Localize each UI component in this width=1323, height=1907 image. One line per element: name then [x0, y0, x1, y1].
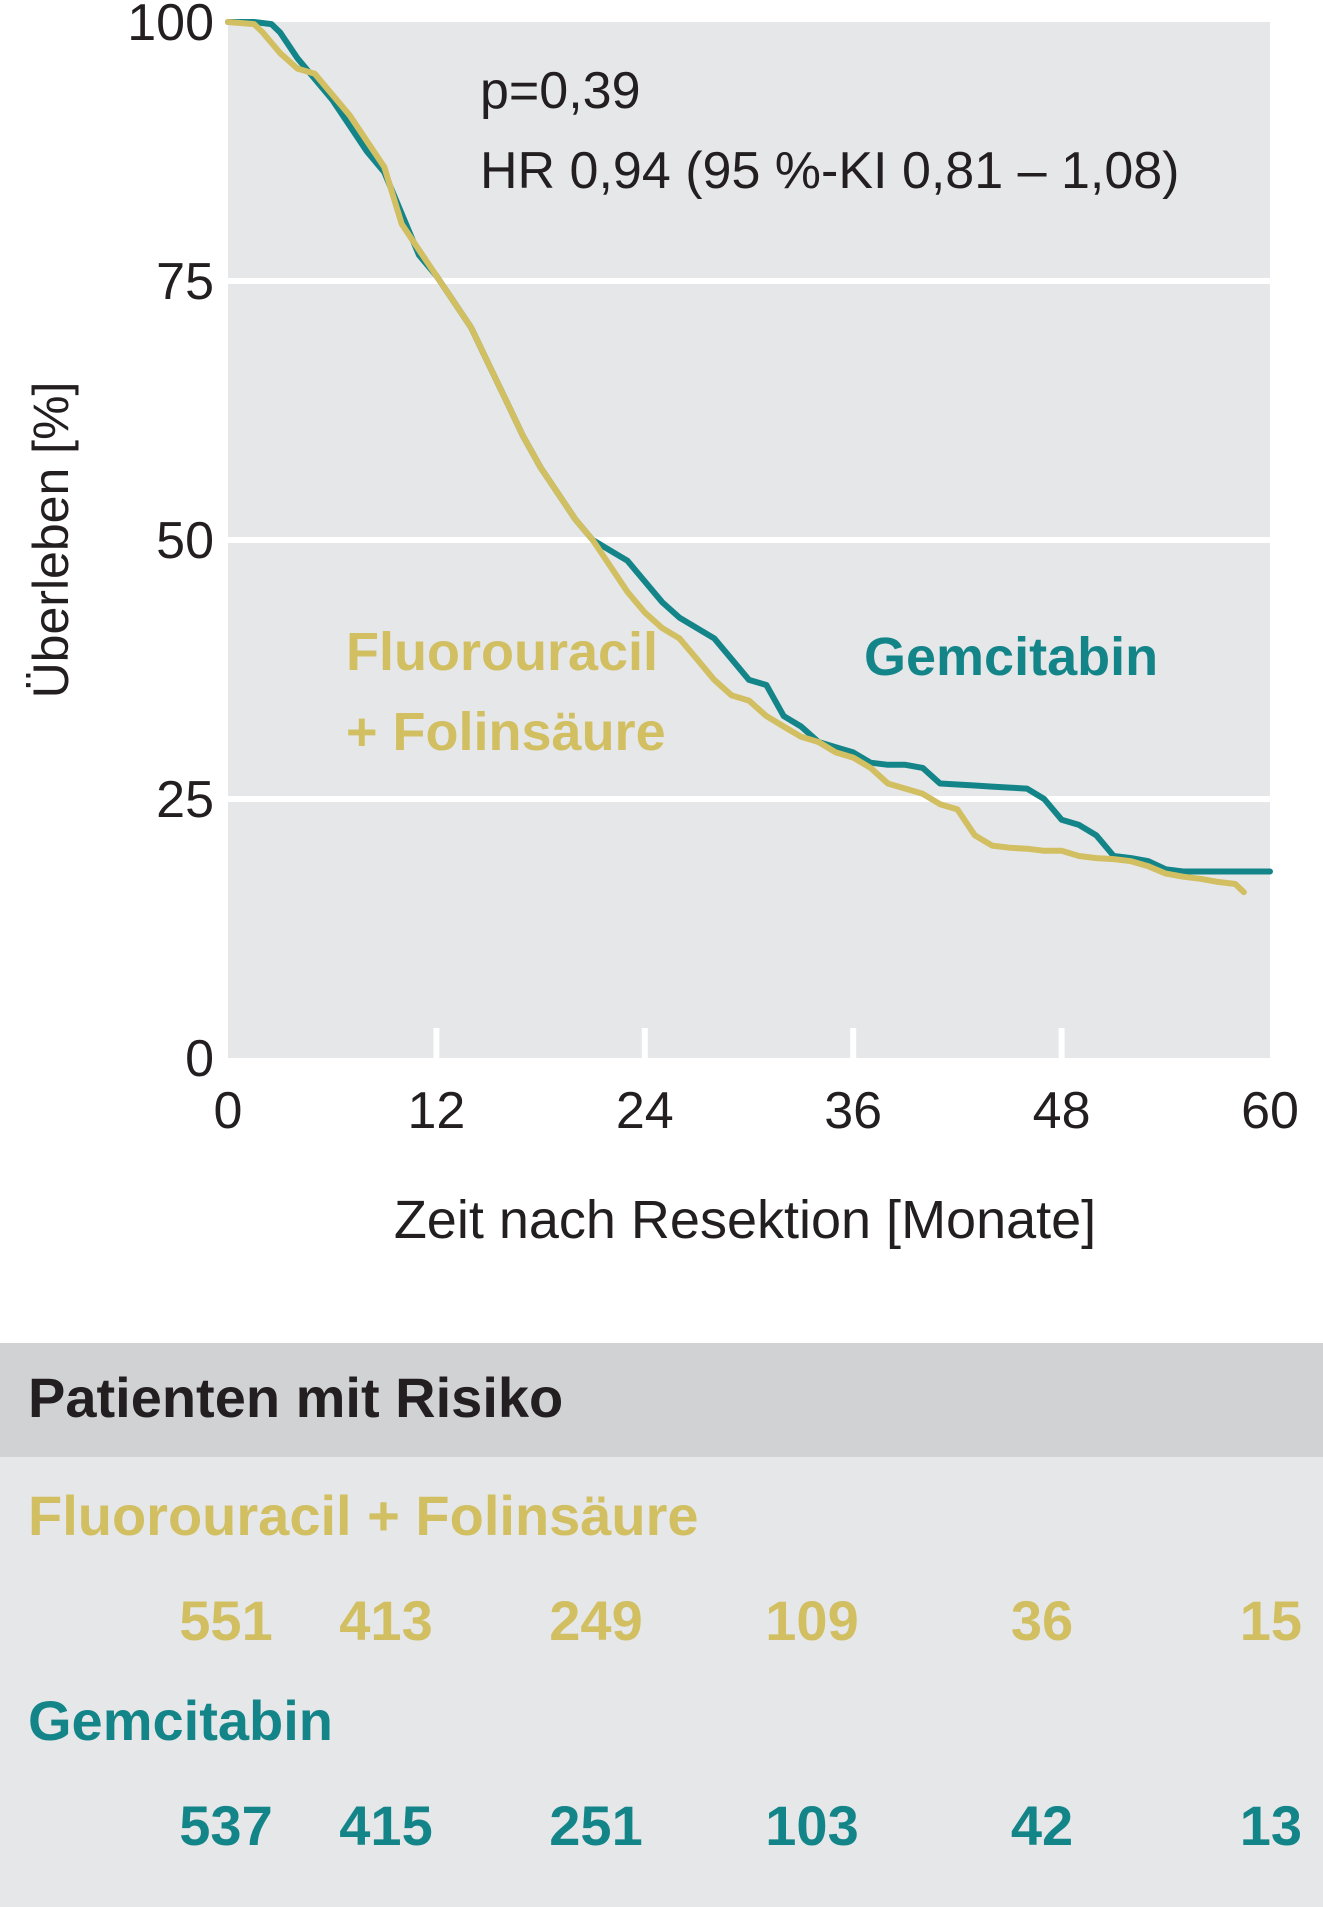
series-label-gemcitabin: Gemcitabin	[864, 627, 1158, 687]
risk-count: 15	[1239, 1589, 1302, 1652]
risk-count: 251	[549, 1794, 643, 1857]
y-tick-label-25: 25	[156, 771, 214, 829]
series-label-fluorouracil-line1: Fluorouracil	[346, 622, 658, 682]
risk-count: 415	[339, 1794, 433, 1857]
risk-count: 413	[339, 1589, 433, 1652]
y-tick-label-0: 0	[185, 1030, 214, 1088]
x-tick-label-0: 0	[214, 1082, 243, 1140]
risk-count: 103	[765, 1794, 859, 1857]
risk-count: 36	[1010, 1589, 1074, 1652]
risk-table: Patienten mit Risiko Fluorouracil + Foli…	[0, 1343, 1323, 1907]
y-axis-label: Überleben [%]	[23, 382, 79, 699]
risk-count: 109	[765, 1589, 859, 1652]
risk-count: 551	[179, 1589, 273, 1652]
y-tick-label-100: 100	[127, 0, 214, 52]
risk-table-title: Patienten mit Risiko	[28, 1366, 564, 1429]
risk-count: 537	[179, 1794, 273, 1857]
x-ticks	[433, 1028, 1065, 1058]
hazard-ratio-annotation: HR 0,94 (95 %-KI 0,81 – 1,08)	[480, 142, 1180, 200]
risk-group-label-fluorouracil: Fluorouracil + Folinsäure	[28, 1484, 699, 1547]
series-layer	[225, 19, 1273, 896]
x-tick-label-36: 36	[824, 1082, 882, 1140]
gridlines	[228, 278, 1270, 802]
series-line-gemcitabin	[225, 19, 1273, 875]
x-tick-label-48: 48	[1033, 1082, 1091, 1140]
x-tick-label-24: 24	[616, 1082, 674, 1140]
y-tick-label-75: 75	[156, 253, 214, 311]
y-tick-label-50: 50	[156, 512, 214, 570]
risk-table-header: Patienten mit Risiko	[0, 1343, 1323, 1457]
x-tick-labels: 0 12 24 36 48 60	[214, 1082, 1299, 1140]
survival-chart: 0 25 50 75 100 0 12 24 36 48 60 Überleben [%] Zei…	[23, 0, 1299, 1250]
risk-count: 249	[549, 1589, 643, 1652]
x-axis-label: Zeit nach Resektion [Monate]	[394, 1190, 1096, 1250]
p-value-annotation: p=0,39	[480, 62, 641, 120]
series-label-fluorouracil-line2: + Folinsäure	[346, 702, 666, 762]
risk-count: 42	[1010, 1794, 1074, 1857]
x-tick-label-60: 60	[1241, 1082, 1299, 1140]
y-tick-labels: 0 25 50 75 100	[127, 0, 214, 1088]
risk-count: 13	[1239, 1794, 1302, 1857]
x-tick-label-12: 12	[407, 1082, 465, 1140]
series-line-fluorouracil	[225, 19, 1247, 896]
risk-group-label-gemcitabin: Gemcitabin	[28, 1689, 333, 1752]
